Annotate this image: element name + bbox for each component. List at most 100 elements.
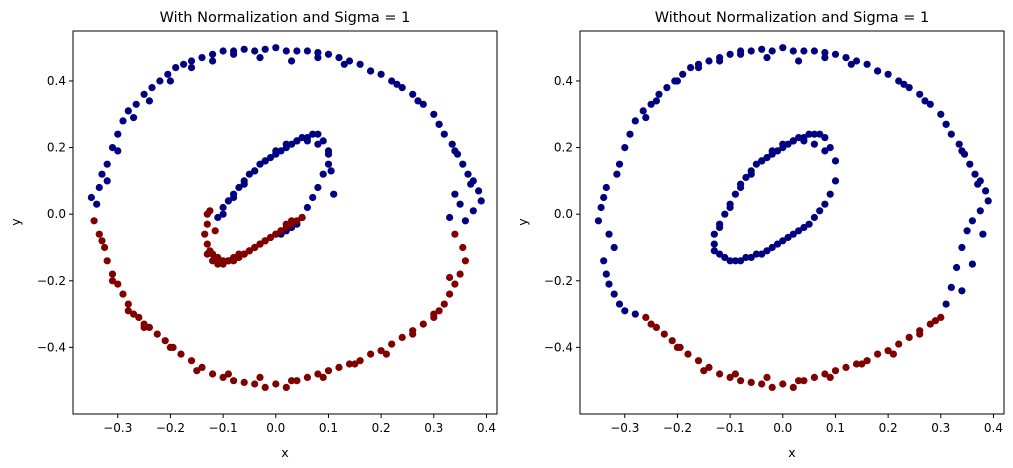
right-scatter-point-series-0 [795,227,803,235]
right-scatter-point-series-0 [747,170,755,178]
left-scatter-point-series-1 [461,257,469,265]
left-scatter-point-series-1 [211,227,219,235]
left-scatter-point-series-0 [235,183,243,192]
left-scatter-point-series-0 [166,77,174,85]
left-scatter-point-series-0 [324,147,333,155]
left-scatter-point-series-0 [477,197,485,205]
right-scatter-point-series-0 [600,193,608,202]
left-scatter-point-series-1 [251,380,259,388]
left-scatter-point-series-1 [235,253,243,262]
left-scatter-point-series-0 [114,130,122,138]
right-scatter-point-series-1 [747,378,755,386]
left-scatter-point-series-0 [219,47,227,55]
left-scatter-point-series-1 [224,370,232,378]
left-scatter-point-series-0 [464,170,472,178]
right-scatter-point-series-0 [942,300,950,308]
right-scatter-point-series-1 [652,323,661,331]
right-scatter-point-series-0 [605,230,613,238]
right-scatter-point-series-1 [858,360,866,368]
right-scatter-point-series-0 [594,217,603,225]
left-y-tick-label: −0.2 [37,274,66,288]
left-scatter-point-series-1 [293,217,301,225]
right-scatter-point-series-0 [831,177,840,185]
right-scatter-point-series-1 [842,363,850,371]
right-scatter-point-series-0 [784,233,792,242]
right-scatter-point-series-0 [721,210,729,218]
right-chart-title: Without Normalization and Sigma = 1 [655,10,930,26]
left-x-tick-label: −0.1 [209,421,238,435]
left-scatter-point-series-1 [440,300,448,308]
right-scatter-point-series-1 [668,337,676,345]
left-chart-title: With Normalization and Sigma = 1 [160,10,411,26]
right-scatter-point-series-0 [789,47,797,55]
left-scatter-point-series-0 [124,107,132,115]
left-scatter-point-series-0 [367,67,375,75]
right-scatter-point-series-0 [984,197,992,205]
left-x-tick-label: −0.2 [156,421,185,435]
left-scatter-point-series-1 [314,370,322,378]
left-scatter-point-series-1 [224,257,232,265]
left-scatter-point-series-1 [272,380,280,388]
right-scatter-point-series-1 [700,367,708,375]
left-scatter-point-series-0 [377,70,385,78]
left-scatter-point-series-1 [277,227,285,235]
left-scatter-point-series-1 [282,220,290,228]
left-scatter-point-series-1 [161,337,169,345]
left-scatter-point-series-0 [87,193,95,202]
left-scatter-point-series-0 [414,97,422,105]
right-x-tick-label: −0.1 [716,421,745,435]
left-scatter-point-series-1 [114,280,122,288]
right-scatter-point-series-0 [737,183,745,192]
left-scatter-point-series-1 [324,367,333,375]
right-scatter-point-series-0 [600,257,608,265]
left-scatter-point-series-0 [324,160,333,168]
right-scatter-point-series-0 [679,70,687,78]
left-scatter-point-series-1 [90,217,98,225]
right-scatter-point-series-1 [831,367,840,375]
right-scatter-point-series-1 [763,373,771,381]
left-x-tick-label: 0.0 [266,421,285,435]
left-scatter-point-series-0 [172,64,180,72]
right-scatter-point-series-0 [626,130,634,138]
left-scatter-point-series-0 [288,140,296,148]
left-scatter-point-series-0 [256,54,264,62]
right-scatter-point-series-0 [826,144,834,152]
right-scatter-point-series-0 [710,240,718,248]
right-scatter-point-series-0 [974,180,982,188]
left-x-axis-label: x [281,445,288,460]
left-scatter-point-series-0 [388,77,396,85]
right-scatter-point-series-0 [731,190,740,198]
right-scatter-point-series-0 [726,257,734,265]
right-scatter-point-series-0 [742,173,750,182]
right-scatter-point-series-0 [716,250,724,258]
right-x-axis-label: x [788,445,795,460]
right-scatter-point-series-1 [647,320,655,328]
right-scatter-point-series-0 [942,120,950,128]
left-scatter-point-series-0 [164,70,172,78]
right-scatter-point-series-0 [800,223,808,232]
right-scatter-point-series-0 [710,247,718,255]
right-y-tick-label: 0.4 [554,74,573,88]
left-scatter-point-series-0 [335,54,343,62]
right-scatter-point-series-0 [639,107,647,115]
right-scatter-point-series-0 [821,200,829,208]
right-scatter-point-series-0 [752,160,761,168]
left-scatter-point-series-1 [266,233,275,242]
right-scatter-point-series-1 [716,370,724,378]
left-scatter-point-series-0 [435,120,443,128]
left-scatter-point-series-1 [459,243,467,252]
left-scatter-point-series-1 [193,367,201,375]
right-scatter-point-series-0 [621,144,629,152]
right-scatter-point-series-0 [958,147,966,155]
right-scatter-point-series-0 [773,240,782,248]
left-scatter-point-series-0 [209,57,217,65]
right-scatter-point-series-0 [963,227,971,235]
left-scatter-point-series-0 [469,207,477,215]
right-scatter-point-series-0 [816,207,824,215]
left-scatter-panel: With Normalization and Sigma = 1 x y −0.… [8,10,498,460]
right-scatter-point-series-0 [955,140,963,148]
left-y-tick-label: 0.0 [47,207,66,221]
left-scatter-point-series-0 [103,177,111,185]
right-scatter-point-series-0 [900,80,908,88]
left-scatter-point-series-1 [261,237,269,245]
